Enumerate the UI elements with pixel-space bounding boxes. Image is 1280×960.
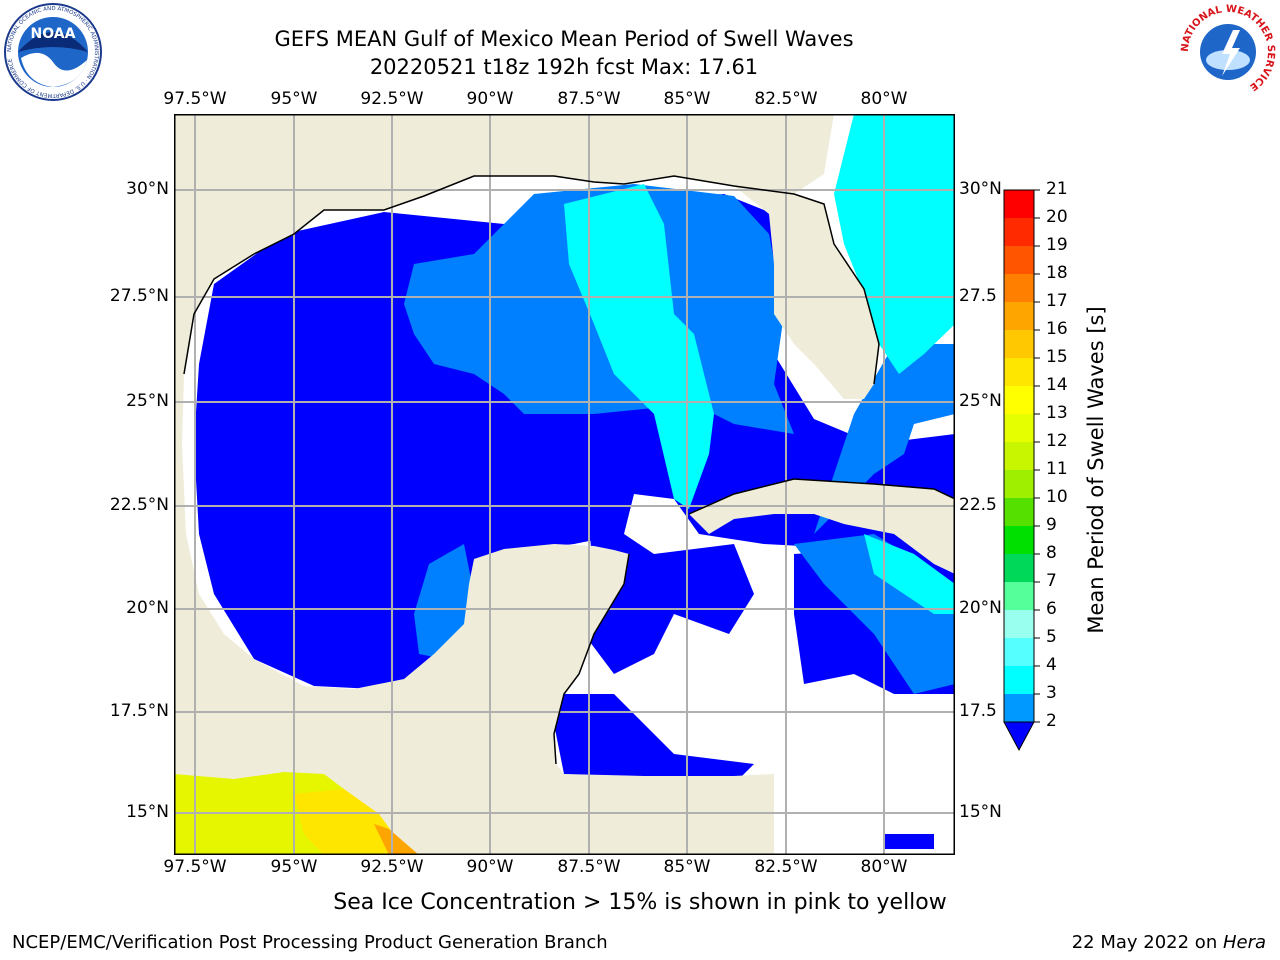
latitude-label: 25°N bbox=[959, 391, 1002, 411]
latitude-label: 22.5 bbox=[959, 495, 997, 515]
colorbar-tick-label: 10 bbox=[1046, 487, 1068, 507]
chart-subtitle: 20220521 t18z 192h fcst Max: 17.61 bbox=[369, 55, 759, 79]
colorbar-band bbox=[1004, 218, 1034, 246]
colorbar-band bbox=[1004, 554, 1034, 582]
colorbar bbox=[1003, 189, 1040, 752]
map-gridlines bbox=[174, 114, 955, 855]
latitude-label: 20°N bbox=[126, 598, 169, 618]
latitude-label: 22.5°N bbox=[109, 495, 169, 515]
colorbar-band bbox=[1004, 470, 1034, 498]
footer-credit: NCEP/EMC/Verification Post Processing Pr… bbox=[12, 932, 608, 953]
longitude-label: 97.5°W bbox=[163, 857, 227, 877]
colorbar-band bbox=[1004, 610, 1034, 638]
colorbar-tick-label: 12 bbox=[1046, 431, 1068, 451]
gulf-map bbox=[174, 114, 955, 855]
latitude-label: 27.5°N bbox=[109, 286, 169, 306]
coastline bbox=[183, 175, 955, 765]
colorbar-tick-label: 17 bbox=[1046, 291, 1068, 311]
latitude-label: 30°N bbox=[126, 179, 169, 199]
colorbar-tick-label: 5 bbox=[1046, 627, 1057, 647]
colorbar-band bbox=[1004, 386, 1034, 414]
chart-title: GEFS MEAN Gulf of Mexico Mean Period of … bbox=[274, 27, 854, 51]
sea-ice-note: Sea Ice Concentration > 15% is shown in … bbox=[333, 890, 947, 915]
latitude-label: 25°N bbox=[126, 391, 169, 411]
colorbar-band bbox=[1004, 582, 1034, 610]
colorbar-band bbox=[1004, 358, 1034, 386]
colorbar-band bbox=[1004, 190, 1034, 218]
noaa-logo-text: NOAA bbox=[31, 26, 76, 42]
longitude-label: 85°W bbox=[663, 857, 711, 877]
colorbar-extend-arrow bbox=[1003, 721, 1035, 752]
footer-date-text: 22 May 2022 on bbox=[1071, 932, 1223, 953]
latitude-label: 20°N bbox=[959, 598, 1002, 618]
longitude-label: 95°W bbox=[270, 89, 318, 109]
colorbar-band bbox=[1004, 274, 1034, 302]
colorbar-tick-label: 16 bbox=[1046, 319, 1068, 339]
colorbar-band bbox=[1004, 694, 1034, 722]
colorbar-band bbox=[1004, 666, 1034, 694]
colorbar-tick-label: 4 bbox=[1046, 655, 1057, 675]
latitude-label: 17.5°N bbox=[109, 701, 169, 721]
colorbar-tick-label: 2 bbox=[1046, 711, 1057, 731]
colorbar-band bbox=[1004, 638, 1034, 666]
latitude-label: 15°N bbox=[959, 802, 1002, 822]
footer-host: Hera bbox=[1222, 932, 1266, 953]
colorbar-band bbox=[1004, 246, 1034, 274]
colorbar-tick-label: 7 bbox=[1046, 571, 1057, 591]
colorbar-label: Mean Period of Swell Waves [s] bbox=[1084, 306, 1108, 634]
colorbar-tick-label: 6 bbox=[1046, 599, 1057, 619]
colorbar-band bbox=[1004, 330, 1034, 358]
longitude-label: 80°W bbox=[860, 857, 908, 877]
latitude-label: 27.5 bbox=[959, 286, 997, 306]
colorbar-tick-label: 3 bbox=[1046, 683, 1057, 703]
latitude-label: 17.5 bbox=[959, 701, 997, 721]
colorbar-tick-label: 20 bbox=[1046, 207, 1068, 227]
noaa-logo: NATIONAL OCEANIC AND ATMOSPHERIC ADMINIS… bbox=[4, 3, 102, 101]
longitude-label: 90°W bbox=[466, 89, 514, 109]
colorbar-tick-label: 8 bbox=[1046, 543, 1057, 563]
longitude-label: 80°W bbox=[860, 89, 908, 109]
longitude-label: 92.5°W bbox=[360, 857, 424, 877]
colorbar-band bbox=[1004, 498, 1034, 526]
colorbar-tick-label: 9 bbox=[1046, 515, 1057, 535]
longitude-label: 82.5°W bbox=[754, 857, 818, 877]
colorbar-tick-label: 13 bbox=[1046, 403, 1068, 423]
longitude-label: 87.5°W bbox=[557, 89, 621, 109]
colorbar-band bbox=[1004, 302, 1034, 330]
colorbar-band bbox=[1004, 526, 1034, 554]
map-frame bbox=[174, 114, 955, 855]
latitude-label: 30°N bbox=[959, 179, 1002, 199]
longitude-label: 90°W bbox=[466, 857, 514, 877]
footer-date: 22 May 2022 on Hera bbox=[1072, 932, 1266, 953]
longitude-label: 87.5°W bbox=[557, 857, 621, 877]
longitude-label: 82.5°W bbox=[754, 89, 818, 109]
colorbar-band bbox=[1004, 442, 1034, 470]
colorbar-tick-label: 19 bbox=[1046, 235, 1068, 255]
latitude-label: 15°N bbox=[126, 802, 169, 822]
nws-logo: NATIONAL WEATHER SERVICE bbox=[1180, 4, 1276, 100]
colorbar-tick-label: 18 bbox=[1046, 263, 1068, 283]
colorbar-tick-label: 15 bbox=[1046, 347, 1068, 367]
colorbar-frame bbox=[1003, 189, 1035, 723]
longitude-label: 97.5°W bbox=[163, 89, 227, 109]
longitude-label: 85°W bbox=[663, 89, 711, 109]
colorbar-band bbox=[1004, 414, 1034, 442]
colorbar-tick-label: 21 bbox=[1046, 179, 1068, 199]
longitude-label: 92.5°W bbox=[360, 89, 424, 109]
longitude-label: 95°W bbox=[270, 857, 318, 877]
colorbar-tick-label: 14 bbox=[1046, 375, 1068, 395]
swell-field-cyan bbox=[564, 114, 955, 614]
colorbar-tick-label: 11 bbox=[1046, 459, 1068, 479]
